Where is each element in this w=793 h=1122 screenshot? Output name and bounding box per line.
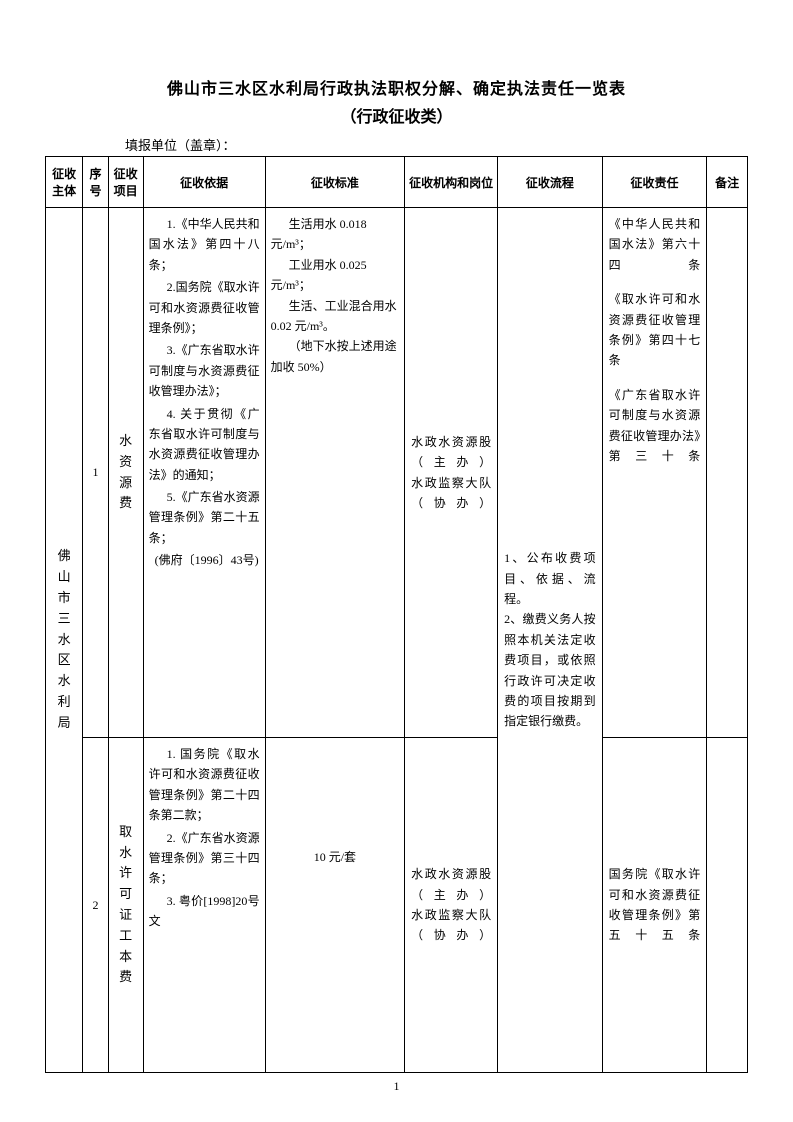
duty-line: 《广东省取水许可制度与水资源费征收管理办法》第三十条 (609, 385, 701, 467)
basis-line: 2.《广东省水资源管理条例》第三十四条； (149, 828, 260, 889)
std-line: （地下水按上述用途加收 50%） (271, 336, 399, 377)
standard-cell: 10 元/套 (265, 738, 404, 1073)
item-char: 取 (112, 822, 140, 843)
std-line: 生活、工业混合用水 0.02 元/m³。 (271, 296, 399, 337)
table-row: 2 取 水 许 可 证 工 本 费 1. 国务院《取水许可和水资源费征收管理条例… (46, 738, 748, 1073)
item-char: 本 (112, 947, 140, 968)
th-item: 征收项目 (108, 157, 143, 208)
subject-char: 三 (49, 609, 79, 630)
subject-char: 区 (49, 650, 79, 671)
table-row: 佛 山 市 三 水 区 水 利 局 1 水 资 源 费 1.《中华人民共和国水法… (46, 208, 748, 738)
item-char: 水 (112, 431, 140, 452)
basis-line: 1.《中华人民共和国水法》第四十八条； (149, 214, 260, 275)
duty-cell: 国务院《取水许可和水资源费征收管理条例》第五十五条 (602, 738, 707, 1073)
page-subtitle: （行政征收类） (45, 103, 748, 127)
item-char: 资 (112, 452, 140, 473)
page-title: 佛山市三水区水利局行政执法职权分解、确定执法责任一览表 (45, 75, 748, 99)
agency-cell: 水政水资源股（主办） 水政监察大队（协办） (405, 208, 498, 738)
basis-line: 5.《广东省水资源管理条例》第二十五条； (149, 487, 260, 548)
remark-cell (707, 208, 748, 738)
th-duty: 征收责任 (602, 157, 707, 208)
item-char: 许 (112, 863, 140, 884)
item-cell: 水 资 源 费 (108, 208, 143, 738)
th-process: 征收流程 (498, 157, 603, 208)
subject-char: 山 (49, 567, 79, 588)
th-agency: 征收机构和岗位 (405, 157, 498, 208)
subject-char: 水 (49, 630, 79, 651)
item-char: 证 (112, 905, 140, 926)
basis-line: 4. 关于贯彻《广东省取水许可制度与水资源费征收管理办法》的通知； (149, 404, 260, 486)
th-seq: 序号 (83, 157, 109, 208)
remark-cell (707, 738, 748, 1073)
main-table: 征收主体 序号 征收项目 征收依据 征收标准 征收机构和岗位 征收流程 征收责任… (45, 156, 748, 1073)
basis-line: 3. 粤价[1998]20号文 (149, 891, 260, 932)
subject-char: 市 (49, 588, 79, 609)
subject-char: 利 (49, 692, 79, 713)
seq-cell: 2 (83, 738, 109, 1073)
basis-line: 3.《广东省取水许可制度与水资源费征收管理办法》； (149, 340, 260, 401)
subject-cell: 佛 山 市 三 水 区 水 利 局 (46, 208, 83, 1073)
item-char: 费 (112, 493, 140, 514)
basis-line: 2.国务院《取水许可和水资源费征收管理条例》； (149, 277, 260, 338)
th-subject: 征收主体 (46, 157, 83, 208)
basis-line: 1. 国务院《取水许可和水资源费征收管理条例》第二十四条第二款； (149, 744, 260, 826)
filler-label: 填报单位（盖章）： (125, 135, 748, 154)
item-char: 费 (112, 967, 140, 988)
th-basis: 征收依据 (143, 157, 265, 208)
item-char: 可 (112, 884, 140, 905)
th-remark: 备注 (707, 157, 748, 208)
seq-cell: 1 (83, 208, 109, 738)
duty-line: 《取水许可和水资源费征收管理条例》第四十七条 (609, 289, 701, 371)
subject-char: 水 (49, 671, 79, 692)
basis-line: (佛府〔1996〕43号) (149, 550, 260, 570)
agency-cell: 水政水资源股（主办） 水政监察大队（协办） (405, 738, 498, 1073)
item-cell: 取 水 许 可 证 工 本 费 (108, 738, 143, 1073)
page-number: 1 (0, 1079, 793, 1094)
th-standard: 征收标准 (265, 157, 404, 208)
standard-cell: 生活用水 0.018元/m³； 工业用水 0.025元/m³； 生活、工业混合用… (265, 208, 404, 738)
std-line: 生活用水 0.018元/m³； (271, 214, 399, 255)
std-line: 工业用水 0.025元/m³； (271, 255, 399, 296)
item-char: 源 (112, 473, 140, 494)
header-row: 征收主体 序号 征收项目 征收依据 征收标准 征收机构和岗位 征收流程 征收责任… (46, 157, 748, 208)
process-cell: 1、公布收费项目、依据、流程。 2、缴费义务人按照本机关法定收费项目，或依照行政… (498, 208, 603, 1073)
duty-line: 《中华人民共和国水法》第六十四条 (609, 214, 701, 275)
basis-cell: 1. 国务院《取水许可和水资源费征收管理条例》第二十四条第二款； 2.《广东省水… (143, 738, 265, 1073)
subject-char: 局 (49, 713, 79, 734)
subject-char: 佛 (49, 546, 79, 567)
duty-cell: 《中华人民共和国水法》第六十四条 《取水许可和水资源费征收管理条例》第四十七条 … (602, 208, 707, 738)
item-char: 水 (112, 843, 140, 864)
item-char: 工 (112, 926, 140, 947)
basis-cell: 1.《中华人民共和国水法》第四十八条； 2.国务院《取水许可和水资源费征收管理条… (143, 208, 265, 738)
